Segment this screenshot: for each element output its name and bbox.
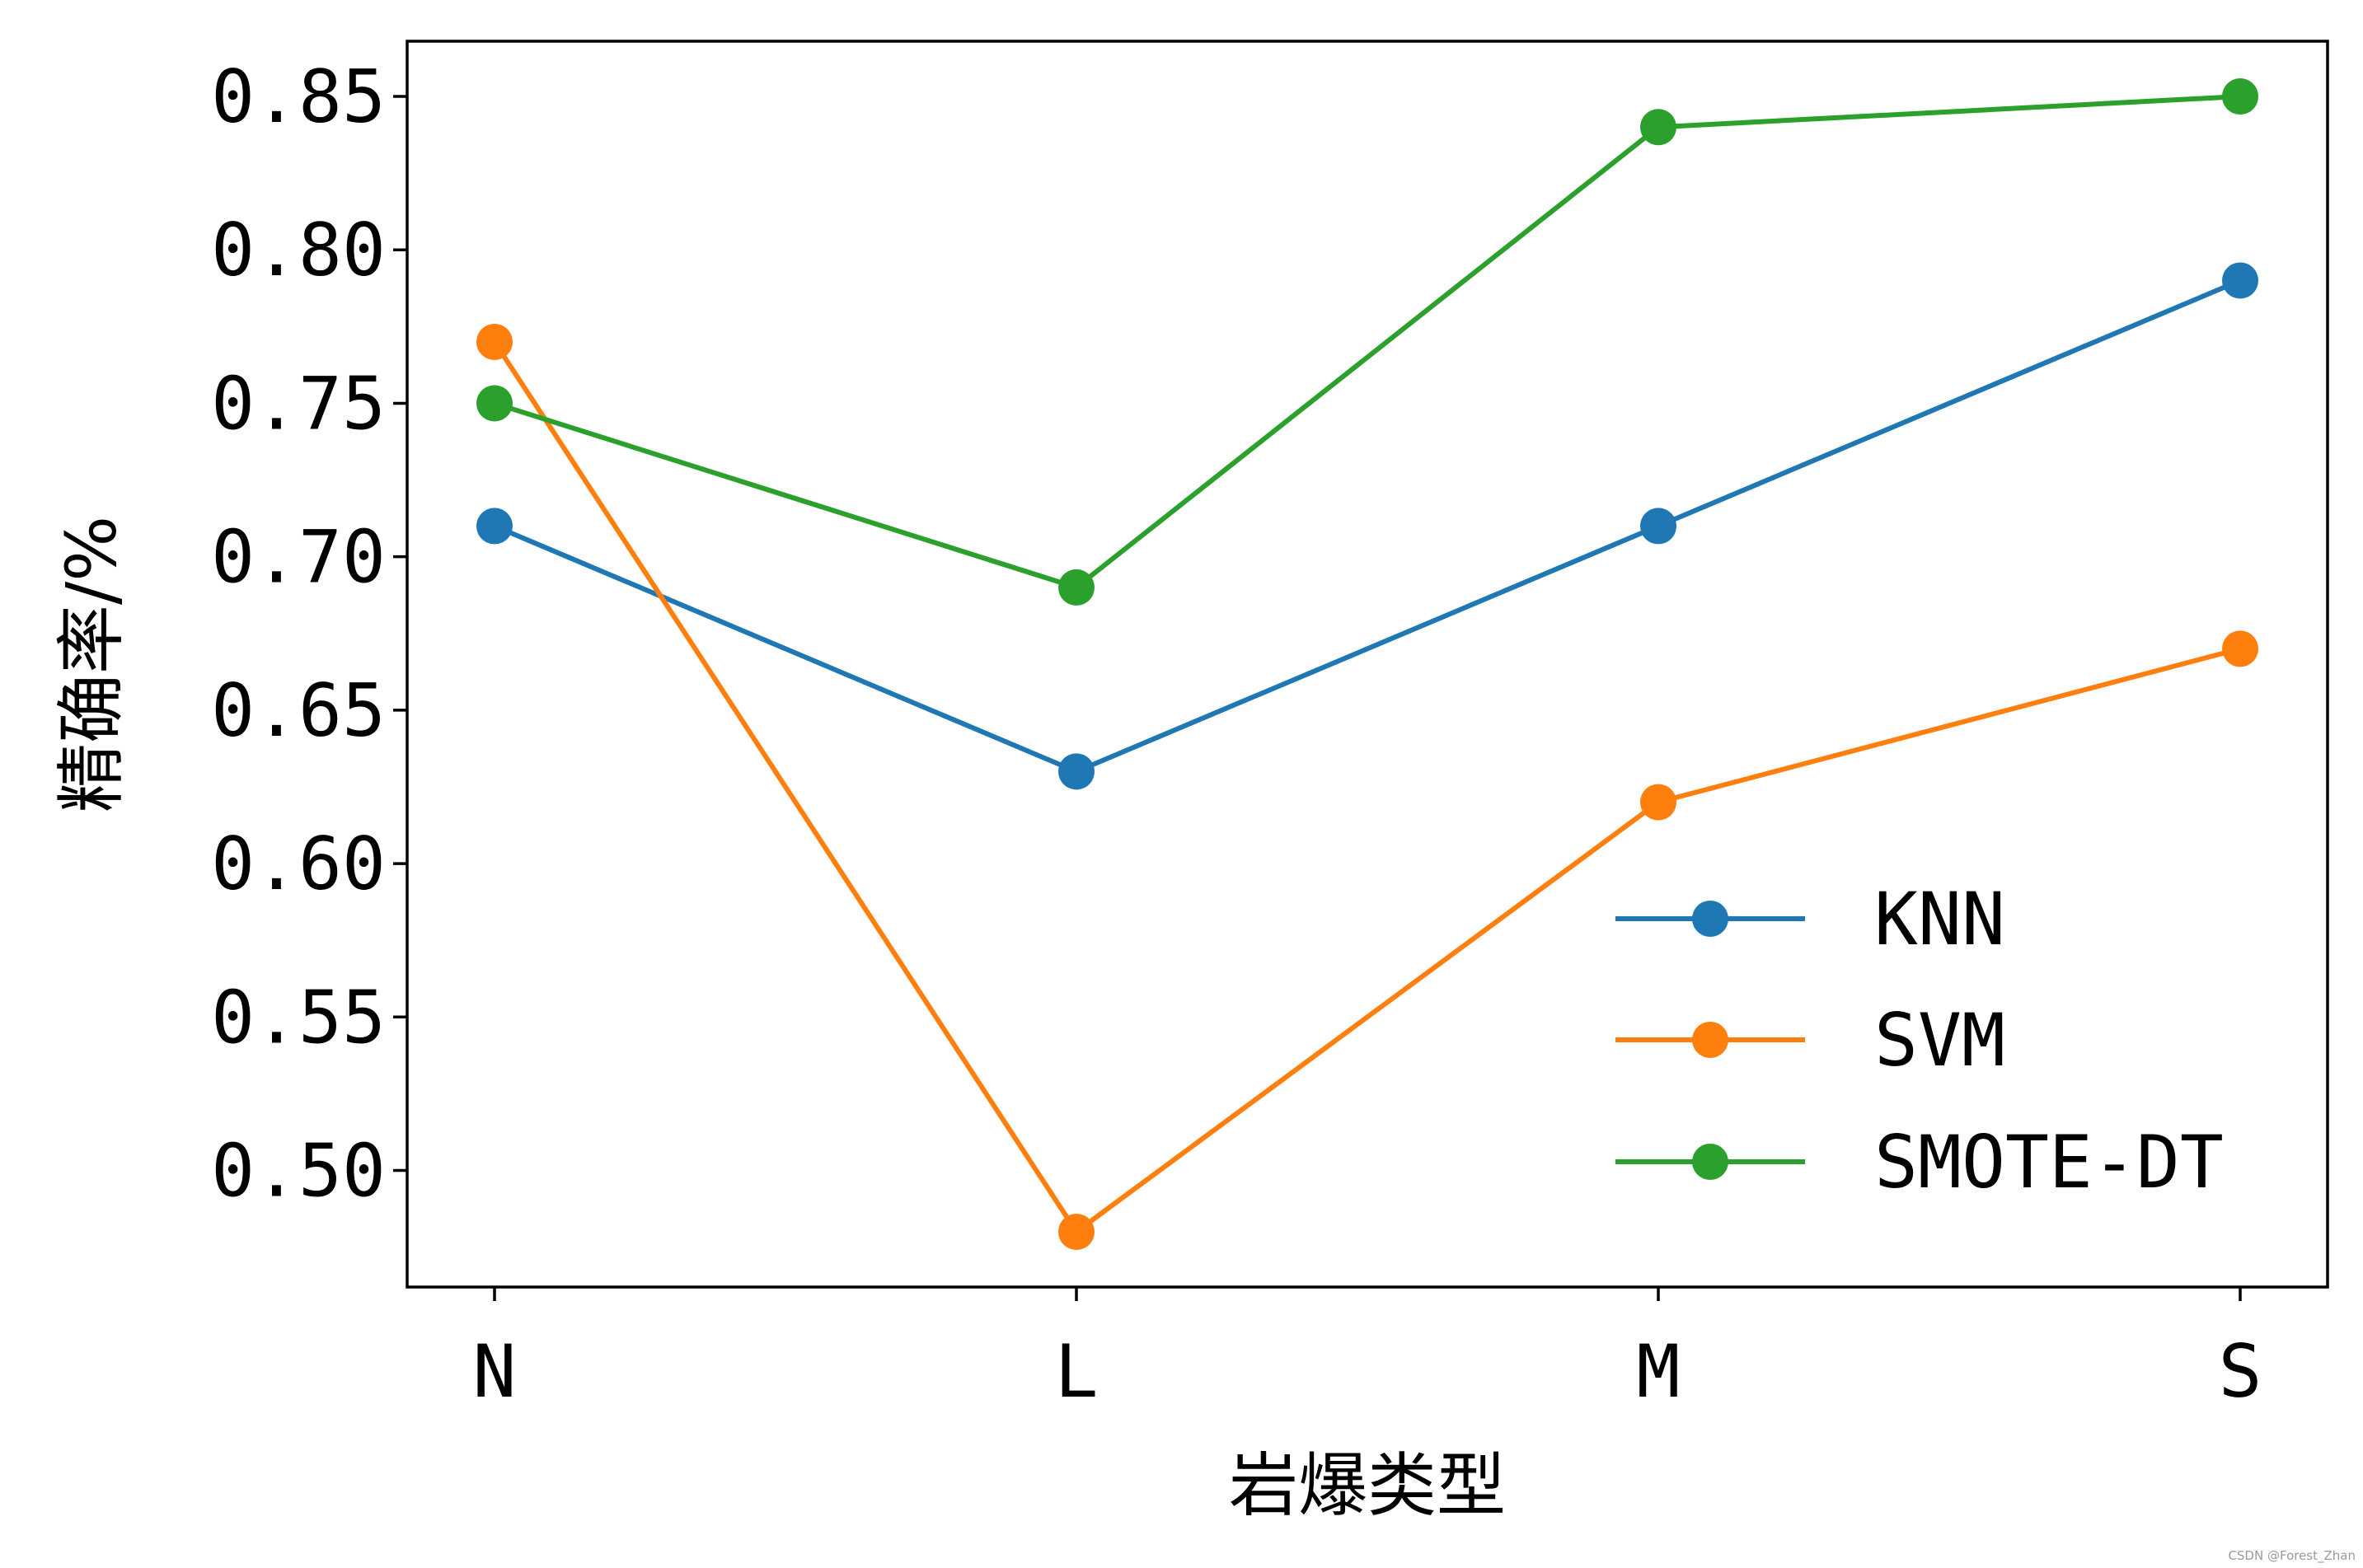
legend-marker [1692,1144,1728,1180]
plot-area-frame [406,40,2329,1289]
series-line-smote-dt [494,94,2241,590]
data-point-knn [1058,753,1095,790]
data-point-knn [2222,262,2258,299]
data-point-knn [476,508,513,545]
y-tick-label: 0.70 [211,515,386,600]
data-point-smote-dt [476,385,513,422]
data-point-smote-dt [1058,569,1095,606]
data-point-svm [476,323,513,360]
x-tick-label: N [473,1329,517,1414]
x-tick-label: S [2219,1329,2262,1414]
y-tick-label: 0.50 [211,1128,386,1213]
legend: KNN SVM SMOTE-DT [1615,877,2224,1205]
x-tick-label: L [1055,1329,1099,1414]
legend-label: SVM [1874,998,2005,1083]
data-point-svm [1640,784,1676,821]
y-tick-label: 0.65 [211,668,386,753]
legend-item-smote-dt: SMOTE-DT [1615,1120,2224,1205]
series-smote-dt [476,78,2258,606]
y-axis-title: 精确率/% [51,516,132,812]
legend-label: KNN [1874,877,2005,962]
x-tick-label: M [1637,1329,1681,1414]
y-tick-label: 0.55 [211,975,386,1060]
series-knn [476,262,2258,790]
legend-item-knn: KNN [1615,877,2005,962]
series-line-knn [493,278,2242,775]
data-point-smote-dt [2222,78,2258,115]
series-svm [476,323,2258,1250]
legend-marker [1692,901,1728,937]
y-tick-label: 0.85 [211,54,386,139]
data-point-knn [1640,508,1676,545]
legend-marker [1692,1022,1728,1058]
series-layer [476,78,2258,1250]
data-point-smote-dt [1640,109,1676,146]
x-axis-title: 岩爆类型 [1229,1445,1506,1526]
data-point-svm [1058,1213,1095,1250]
y-tick-label: 0.80 [211,208,386,293]
y-tick-label: 0.60 [211,821,386,906]
data-point-svm [2222,630,2258,667]
watermark-text: CSDN @Forest_Zhan [2228,1548,2356,1564]
series-line-svm [492,340,2241,1234]
y-tick-label: 0.75 [211,361,386,446]
y-axis: 0.50 0.55 0.60 0.65 0.70 0.75 0.80 0.85 [211,54,407,1213]
legend-item-svm: SVM [1615,998,2005,1083]
legend-label: SMOTE-DT [1874,1120,2224,1205]
